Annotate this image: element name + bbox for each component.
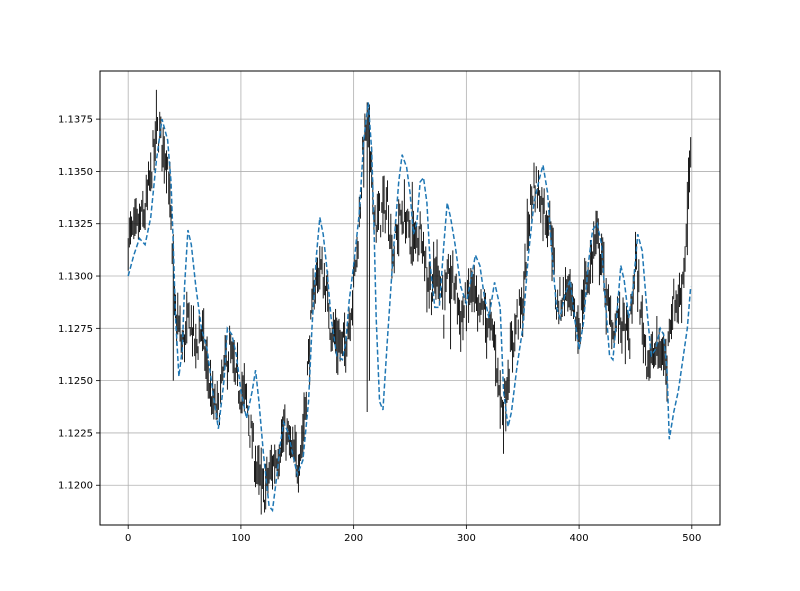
x-tick-label: 300	[457, 533, 476, 544]
x-tick-label: 100	[231, 533, 250, 544]
x-axis-ticks: 0 100 200 300 400 500	[125, 525, 701, 544]
y-tick-label: 1.1225	[58, 428, 93, 439]
y-tick-label: 1.1275	[58, 324, 93, 335]
plot-frame	[99, 70, 721, 526]
y-tick-label: 1.1350	[58, 167, 93, 178]
indicator-line	[127, 102, 692, 513]
y-tick-label: 1.1200	[58, 481, 93, 492]
x-tick-label: 500	[682, 533, 701, 544]
x-tick-label: 0	[125, 533, 131, 544]
y-axis-ticks: 1.1200 1.1225 1.1250 1.1275 1.1300 1.1325 1.13…	[58, 115, 100, 492]
y-tick-label: 1.1375	[58, 115, 93, 126]
y-tick-label: 1.1250	[58, 376, 93, 387]
x-tick-label: 400	[570, 533, 589, 544]
x-tick-label: 200	[344, 533, 363, 544]
y-tick-label: 1.1325	[58, 219, 93, 230]
y-tick-label: 1.1300	[58, 272, 93, 283]
dashed-indicator-series	[127, 102, 692, 513]
grid-lines	[100, 71, 720, 525]
